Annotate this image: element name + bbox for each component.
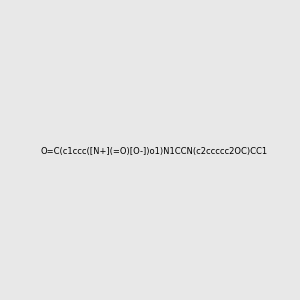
Text: O=C(c1ccc([N+](=O)[O-])o1)N1CCN(c2ccccc2OC)CC1: O=C(c1ccc([N+](=O)[O-])o1)N1CCN(c2ccccc2… — [40, 147, 267, 156]
